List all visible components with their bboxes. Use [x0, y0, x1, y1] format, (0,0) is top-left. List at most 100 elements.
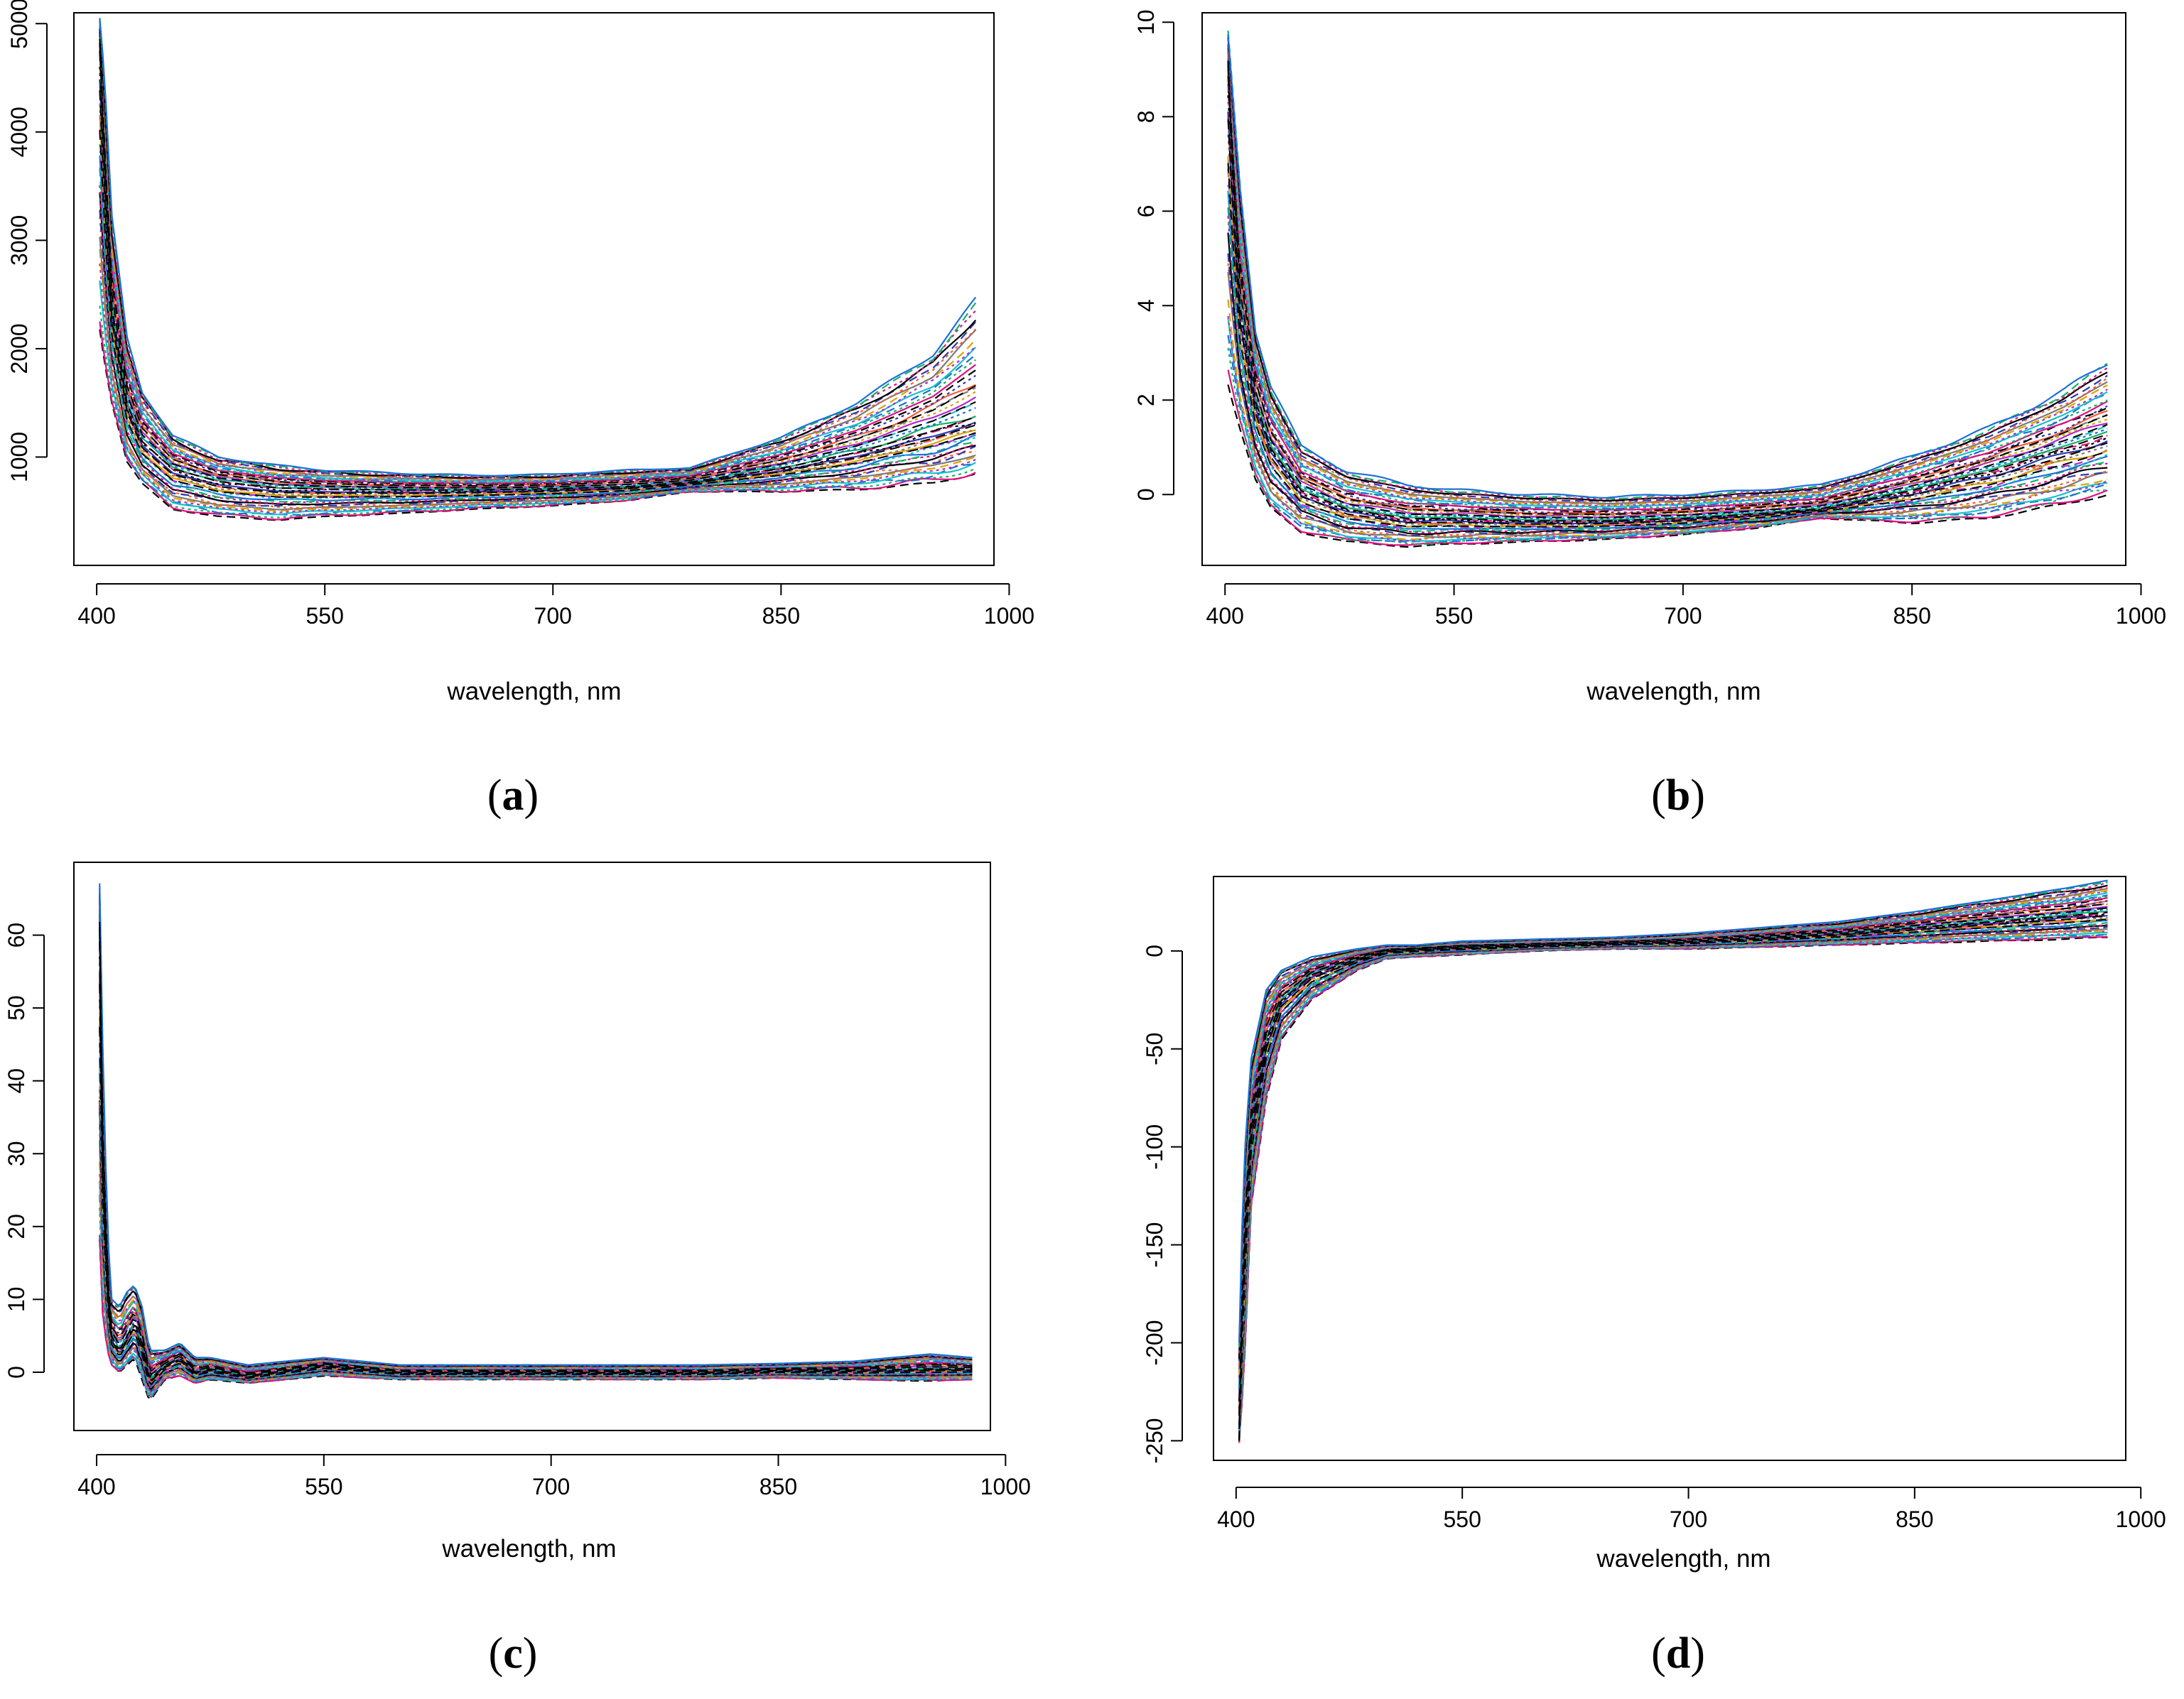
chart-panel-a: 400 550 700 850 1000 1000 2000 3000 4000 5000 wa… — [6, 0, 1034, 820]
panel-label-c: (c) — [489, 1629, 538, 1678]
spectrum-line — [1238, 933, 2108, 1440]
y-tick-label: 50 — [4, 995, 29, 1021]
spectrum-line — [99, 37, 976, 486]
x-tick-label: 550 — [1443, 1507, 1481, 1532]
x-tick-label: 700 — [1670, 1507, 1707, 1532]
spectrum-line — [99, 104, 976, 496]
spectrum-line — [99, 18, 977, 477]
spectrum-line — [99, 971, 973, 1382]
x-tick-label: 700 — [532, 1474, 570, 1499]
y-tick-label: -200 — [1142, 1320, 1167, 1365]
spectrum-line — [1238, 928, 2108, 1441]
spectrum-line — [99, 926, 973, 1380]
spectrum-line — [99, 53, 976, 492]
spectrum-line — [99, 321, 976, 521]
y-tick-label: 0 — [1142, 945, 1167, 957]
spectrum-line — [1238, 902, 2108, 1417]
spectrum-line — [99, 925, 973, 1374]
spectrum-line — [99, 899, 973, 1369]
spectrum-line — [99, 50, 976, 491]
spectrum-line — [1238, 910, 2108, 1438]
spectrum-line — [1227, 45, 2108, 506]
y-tick-label: -150 — [1142, 1222, 1167, 1268]
x-axis-d: 400 550 700 850 1000 — [1217, 1487, 2166, 1532]
spectrum-line — [99, 305, 976, 519]
spectrum-line — [1238, 915, 2108, 1442]
spectrum-line — [1238, 895, 2108, 1394]
spectrum-line — [99, 50, 976, 491]
y-tick-label: 6 — [1133, 205, 1159, 217]
spectrum-line — [1227, 55, 2108, 514]
plot-frame-d — [1213, 876, 2126, 1461]
x-tick-label: 550 — [305, 1474, 342, 1499]
spectrum-line — [99, 908, 973, 1372]
y-tick-label: 2000 — [6, 323, 32, 374]
spectrum-line — [99, 956, 973, 1382]
x-axis-label-b: wavelength, nm — [1586, 678, 1761, 705]
spectrum-line — [99, 90, 976, 494]
spectrum-line — [1238, 914, 2108, 1440]
spectrum-line — [99, 883, 973, 1366]
spectrum-line — [99, 1057, 973, 1388]
plot-frame-b — [1201, 12, 2126, 566]
spectrum-line — [1227, 207, 2108, 532]
x-tick-label: 1000 — [984, 603, 1034, 629]
y-tick-label: 0 — [4, 1366, 29, 1379]
spectrum-line — [1238, 903, 2108, 1418]
spectrum-line — [1238, 907, 2108, 1429]
spectrum-line — [99, 1044, 973, 1386]
spectrum-line — [1238, 930, 2108, 1440]
panel-label-d: (d) — [1651, 1629, 1705, 1678]
spectrum-line — [99, 1140, 973, 1394]
x-axis-b: 400 550 700 850 1000 — [1206, 583, 2166, 629]
spectrum-line — [99, 897, 973, 1369]
spectrum-line — [99, 915, 973, 1372]
spectrum-line — [1238, 922, 2108, 1442]
spectrum-line — [99, 918, 973, 1373]
x-tick-label: 1000 — [2116, 603, 2166, 629]
spectrum-line — [1238, 930, 2108, 1442]
spectrum-line — [99, 941, 973, 1380]
spectrum-line — [99, 1016, 973, 1384]
spectrum-line — [99, 926, 973, 1378]
spectrum-line — [99, 143, 976, 500]
spectrum-line — [99, 32, 976, 484]
y-tick-label: 0 — [1133, 488, 1159, 501]
spectrum-line — [99, 906, 973, 1372]
spectrum-line — [99, 943, 973, 1380]
spectrum-line — [99, 217, 976, 509]
x-axis-label-d: wavelength, nm — [1596, 1545, 1771, 1573]
spectrum-line — [1238, 879, 2108, 1343]
y-tick-label: 1000 — [6, 432, 32, 482]
spectrum-line — [1227, 95, 2108, 523]
spectrum-line — [99, 982, 973, 1384]
y-axis-b: 0 2 4 6 8 10 — [1133, 10, 1174, 501]
spectrum-line — [1227, 61, 2108, 517]
spectrum-line — [99, 911, 973, 1370]
plot-area-d — [1238, 879, 2108, 1443]
spectrum-line — [1227, 38, 2108, 500]
spectrum-line — [1238, 906, 2108, 1430]
y-tick-label: 8 — [1133, 110, 1159, 123]
spectrum-line — [1238, 915, 2108, 1441]
spectrum-line — [1238, 908, 2108, 1434]
x-tick-label: 400 — [1206, 603, 1244, 629]
spectrum-line — [1227, 44, 2108, 505]
y-tick-label: 10 — [4, 1287, 29, 1313]
spectrum-line — [1238, 924, 2108, 1441]
plot-frame-a — [73, 12, 995, 566]
spectrum-line — [1238, 906, 2108, 1426]
spectrum-line — [1238, 936, 2108, 1440]
spectrum-line — [99, 79, 976, 494]
x-tick-label: 1000 — [2116, 1507, 2166, 1532]
spectrum-line — [99, 1026, 973, 1386]
spectrum-line — [99, 114, 976, 497]
spectrum-line — [99, 929, 973, 1375]
spectrum-line — [1227, 68, 2108, 520]
spectrum-line — [1238, 923, 2108, 1443]
spectrum-line — [99, 1073, 973, 1389]
spectrum-line — [1238, 900, 2108, 1408]
spectrum-line — [99, 1161, 973, 1394]
spectrum-line — [99, 914, 973, 1373]
